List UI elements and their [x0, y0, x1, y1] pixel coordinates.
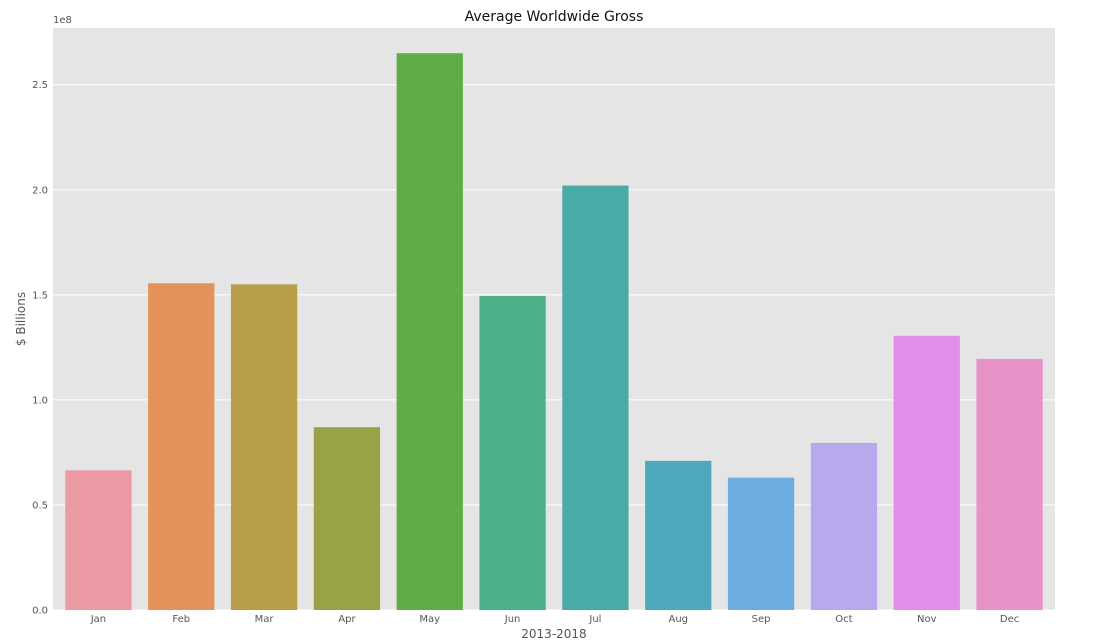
x-tick-label: Nov: [917, 614, 937, 625]
bar-nov: [893, 335, 960, 610]
bar-sep: [727, 477, 795, 610]
x-axis-ticks: Jan Feb Mar Apr May Jun Jul Aug Sep Oct Nov Dec: [90, 614, 1020, 625]
x-tick-label: Dec: [1000, 614, 1019, 625]
x-tick-label: Aug: [668, 614, 688, 625]
grid-lines: [53, 84, 1055, 611]
x-tick-label: Feb: [172, 614, 190, 625]
y-tick-label: 0.5: [32, 500, 48, 511]
y-axis-label: $ Billions: [14, 292, 28, 346]
y-tick-label: 1.0: [32, 395, 48, 406]
x-tick-label: Oct: [835, 614, 852, 625]
x-tick-label: May: [419, 614, 440, 625]
bar-may: [396, 53, 463, 610]
bar-mar: [230, 284, 298, 610]
y-tick-label: 1.5: [32, 290, 48, 301]
x-tick-label: Jul: [588, 614, 601, 625]
bars: [65, 53, 1043, 610]
y-axis-scale-label: 1e8: [53, 15, 72, 26]
x-tick-label: Mar: [255, 614, 275, 625]
bar-jun: [479, 295, 546, 610]
y-tick-label: 2.0: [32, 185, 48, 196]
x-tick-label: Apr: [338, 614, 356, 625]
y-axis-ticks: 0.0 0.5 1.0 1.5 2.0 2.5: [32, 80, 48, 616]
chart-title: Average Worldwide Gross: [465, 9, 644, 25]
x-tick-label: Jun: [504, 614, 521, 625]
bar-apr: [313, 427, 381, 610]
plot-area: [53, 28, 1055, 610]
bar-jul: [562, 185, 629, 610]
x-tick-label: Jan: [90, 614, 106, 625]
bar-jan: [65, 470, 132, 610]
y-tick-label: 2.5: [32, 80, 48, 91]
x-tick-label: Sep: [752, 614, 771, 625]
bar-aug: [645, 460, 712, 610]
x-axis-label: 2013-2018: [521, 627, 586, 641]
y-tick-label: 0.0: [32, 606, 48, 617]
bar-feb: [148, 283, 215, 610]
bar-dec: [976, 358, 1043, 610]
bar-oct: [810, 442, 878, 610]
